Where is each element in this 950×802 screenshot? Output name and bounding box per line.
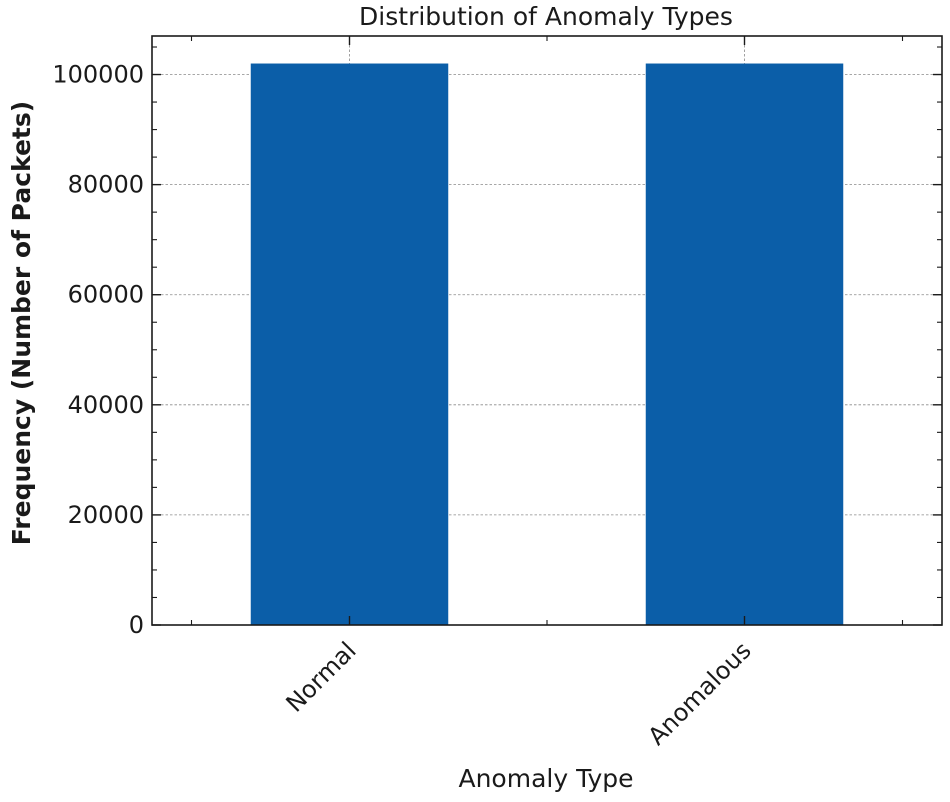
y-tick-label: 80000	[68, 171, 144, 199]
y-axis-label: Frequency (Number of Packets)	[7, 101, 36, 545]
y-tick-label: 20000	[68, 501, 144, 529]
y-tick-label: 60000	[68, 281, 144, 309]
y-tick-label: 0	[129, 611, 144, 639]
chart-title: Distribution of Anomaly Types	[359, 2, 733, 31]
bar-anomalous	[645, 63, 844, 625]
bars	[250, 63, 844, 625]
y-tick-label: 100000	[52, 61, 144, 89]
x-axis-label: Anomaly Type	[458, 764, 633, 793]
bar-normal	[250, 63, 449, 625]
y-tick-labels: 0 20000 40000 60000 80000 100000	[52, 61, 144, 639]
tick-marks	[152, 36, 942, 626]
y-tick-label: 40000	[68, 391, 144, 419]
